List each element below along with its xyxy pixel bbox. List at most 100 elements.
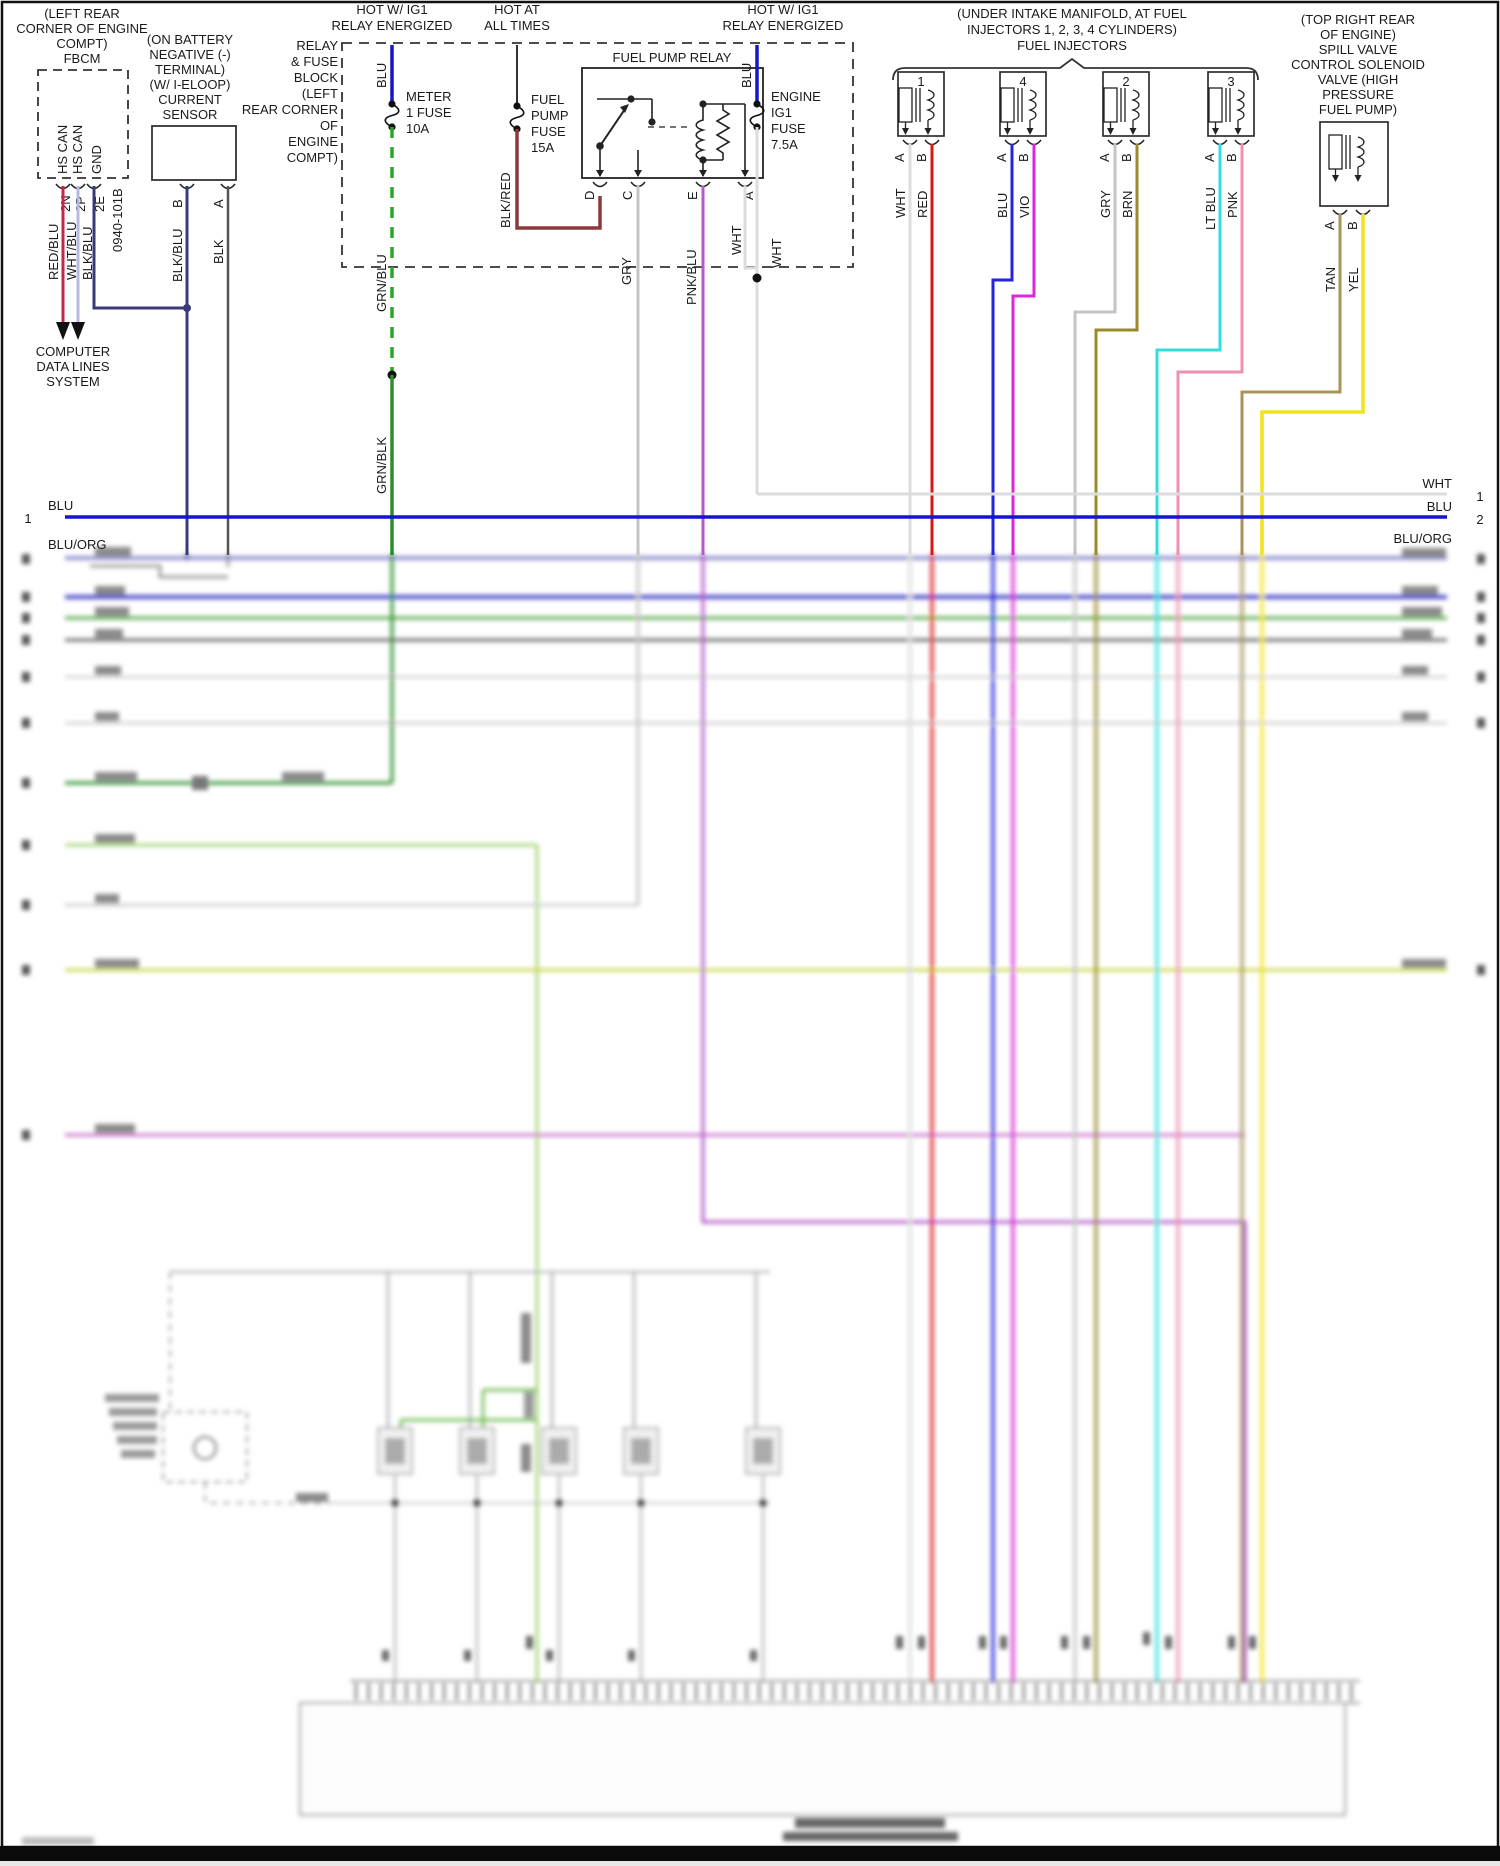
- hot-ig1-left-label: HOT W/ IG1: [356, 2, 427, 17]
- svg-text:B: B: [1016, 153, 1031, 162]
- wire-label-blu-ig1: BLU: [739, 63, 754, 88]
- wire-yel: [1260, 214, 1365, 555]
- svg-text:IG1: IG1: [771, 105, 792, 120]
- svg-text:10A: 10A: [406, 121, 429, 136]
- svg-text:FBCM: FBCM: [64, 51, 101, 66]
- svg-text:A: A: [994, 153, 1009, 162]
- vertical-label-blob: [521, 1444, 531, 1472]
- wire-label: GRY: [1098, 190, 1113, 218]
- svg-text:FUEL INJECTORS: FUEL INJECTORS: [1017, 38, 1127, 53]
- fuel-injectors-header: (UNDER INTAKE MANIFOLD, AT FUEL INJECTOR…: [892, 6, 1259, 81]
- fbcm-pin-label: HS CAN: [55, 125, 70, 174]
- svg-text:GND: GND: [89, 145, 104, 174]
- svg-text:CORNER OF ENGINE: CORNER OF ENGINE: [16, 21, 148, 36]
- svg-text:SPILL VALVE: SPILL VALVE: [1319, 42, 1398, 57]
- wire-label-gry: GRY: [619, 257, 634, 285]
- injectors-header: (UNDER INTAKE MANIFOLD, AT FUEL: [957, 6, 1187, 21]
- svg-text:TERMINAL): TERMINAL): [155, 62, 225, 77]
- fbcm-pin-id: 2N: [58, 195, 73, 212]
- spill-valve-title: (TOP RIGHT REAR: [1301, 12, 1415, 27]
- injector-4: 4 A B BLU VIO: [991, 71, 1047, 555]
- wire-pnkblu-drop: [701, 553, 1247, 1683]
- fbcm-title: (LEFT REAR: [44, 6, 120, 21]
- arrow-down-icon: [56, 322, 70, 340]
- svg-text:RELAY ENERGIZED: RELAY ENERGIZED: [332, 18, 453, 33]
- bus-rows: BLU 1 BLU/ORG WHT 1 BLU 2 BLU/ORG: [24, 476, 1483, 552]
- blurred-row-labels-left: [95, 547, 324, 1133]
- pcm-box: [299, 1702, 1346, 1816]
- svg-text:FUSE: FUSE: [531, 124, 566, 139]
- wire-label: BRN: [1120, 191, 1135, 218]
- wire-label-grn-blu: GRN/BLU: [374, 254, 389, 312]
- wire-coil-stubs: [393, 1474, 765, 1683]
- junction-dots: [391, 1499, 767, 1507]
- hot-all-times-label: HOT AT: [494, 2, 540, 17]
- wire-label-blk-blu-2: BLK/BLU: [170, 229, 185, 282]
- svg-text:FUEL PUMP): FUEL PUMP): [1319, 102, 1397, 117]
- wire-grn-links: [399, 1388, 537, 1428]
- injector-number: 1: [917, 74, 924, 89]
- svg-text:B: B: [914, 153, 929, 162]
- injectors-bracket: [892, 57, 1259, 81]
- svg-text:2P: 2P: [73, 196, 88, 212]
- svg-text:A: A: [1097, 153, 1112, 162]
- fuel-pump-relay-box: [581, 67, 764, 179]
- pcm-pin-blobs: [382, 1632, 1256, 1661]
- wire-label-blk: BLK: [211, 239, 226, 264]
- svg-text:SYSTEM: SYSTEM: [46, 374, 99, 389]
- spill-valve: (TOP RIGHT REAR OF ENGINE) SPILL VALVE C…: [1240, 12, 1425, 555]
- fuel-pump-fuse-label: FUEL: [531, 92, 564, 107]
- row-label-blu-org-left: BLU/ORG: [48, 537, 107, 552]
- blurred-row-labels-right: [1402, 548, 1446, 968]
- wire-inj2-brn: [1094, 144, 1139, 555]
- svg-text:COMPT): COMPT): [56, 36, 107, 51]
- fbcm-box: [37, 69, 129, 179]
- svg-text:SENSOR: SENSOR: [163, 107, 218, 122]
- wire-label-wht-blu: WHT/BLU: [64, 222, 79, 281]
- bottom-left-component-circle: [193, 1436, 217, 1460]
- relay-fuse-block: RELAY & FUSE BLOCK (LEFT REAR CORNER OF …: [242, 38, 854, 268]
- svg-text:& FUSE: & FUSE: [291, 54, 338, 69]
- pin-letter-d: D: [582, 191, 597, 200]
- wire-label-pnk-blu: PNK/BLU: [684, 249, 699, 305]
- wire-label: LT BLU: [1203, 187, 1218, 230]
- wire-inj4-blu: [991, 144, 1014, 555]
- blurred-label: [296, 1493, 328, 1502]
- blurred-lower-section: [22, 547, 1485, 1845]
- wire-label: VIO: [1017, 196, 1032, 218]
- bottom-left-component-box: [162, 1411, 248, 1483]
- wire-tan: [1240, 214, 1342, 555]
- computer-data-lines-label: COMPUTER: [36, 344, 110, 359]
- wire-inj3-pnk: [1176, 144, 1244, 555]
- svg-text:A: A: [1202, 153, 1217, 162]
- wire-label: PNK: [1225, 191, 1240, 218]
- fbcm-connector-id: 0940-101B: [110, 188, 125, 252]
- wire-label-blk-red: BLK/RED: [498, 172, 513, 228]
- pin-letter-a: A: [211, 199, 226, 208]
- wire-inj2-gry: [1073, 144, 1117, 555]
- wire-label-blk-blu: BLK/BLU: [80, 227, 95, 280]
- row-label-blu-left: BLU: [48, 498, 73, 513]
- svg-text:B: B: [1119, 153, 1134, 162]
- vertical-label-blob: [521, 1313, 531, 1363]
- svg-text:PUMP: PUMP: [531, 108, 569, 123]
- wire-label: WHT: [893, 188, 908, 218]
- svg-text:(LEFT: (LEFT: [302, 86, 338, 101]
- svg-text:(W/ I-ELOOP): (W/ I-ELOOP): [150, 77, 231, 92]
- wire-inj3-ltblu: [1155, 144, 1222, 555]
- svg-text:INJECTORS 1, 2, 3, 4 CYLINDERS: INJECTORS 1, 2, 3, 4 CYLINDERS): [967, 22, 1177, 37]
- svg-text:OF: OF: [320, 118, 338, 133]
- svg-text:DATA LINES: DATA LINES: [36, 359, 110, 374]
- wire-ltgrn-row: [65, 843, 539, 1683]
- svg-text:ALL TIMES: ALL TIMES: [484, 18, 550, 33]
- injector-number: 4: [1019, 74, 1026, 89]
- svg-text:2E: 2E: [92, 196, 107, 212]
- svg-text:OF ENGINE): OF ENGINE): [1320, 27, 1396, 42]
- row-number-left: 1: [24, 511, 31, 526]
- pcm-connector-strip: [350, 1681, 1360, 1703]
- row-label-blu-right: BLU: [1427, 499, 1452, 514]
- wire-label-tan: TAN: [1323, 267, 1338, 292]
